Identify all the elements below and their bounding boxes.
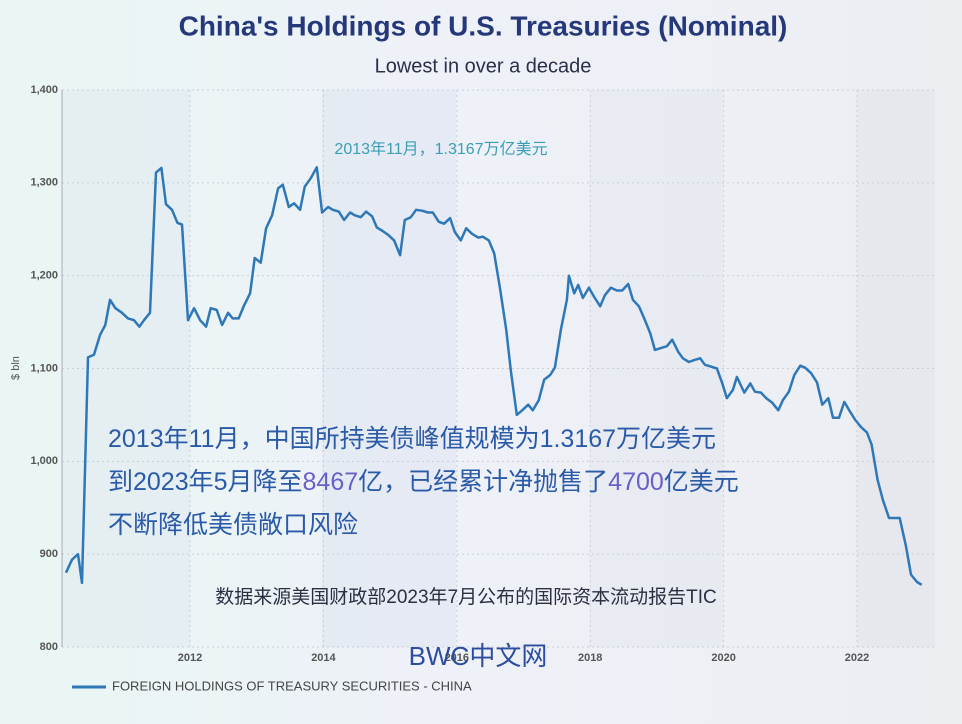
y-tick-label: 800	[40, 641, 58, 653]
y-tick-label: 1,400	[30, 84, 58, 96]
watermark: BWC中文网	[409, 641, 548, 671]
annotation-part: 2013年11月，中国所持美债峰值规模为1.3167万亿美元	[108, 425, 716, 453]
x-tick-label: 2020	[711, 652, 735, 664]
legend: FOREIGN HOLDINGS OF TREASURY SECURITIES …	[72, 678, 472, 693]
x-tick-label: 2012	[178, 652, 202, 664]
chart-title: China's Holdings of U.S. Treasuries (Nom…	[179, 10, 788, 41]
chart-subtitle: Lowest in over a decade	[375, 55, 592, 77]
annotation-line: 到2023年5月降至8467亿，已经累计净抛售了4700亿美元	[108, 468, 739, 496]
x-tick-label: 2014	[311, 652, 336, 664]
band	[62, 90, 190, 647]
peak-annotation: 2013年11月，1.3167万亿美元	[334, 140, 547, 158]
y-tick-label: 1,000	[30, 455, 58, 467]
x-tick-label: 2022	[845, 652, 869, 664]
y-tick-label: 1,100	[30, 362, 58, 374]
annotations: 2013年11月，中国所持美债峰值规模为1.3167万亿美元到2023年5月降至…	[108, 425, 739, 539]
annotation-part: 到2023年5月降至	[108, 468, 303, 496]
annotation-part: 8467	[303, 468, 359, 496]
x-tick-label: 2016	[445, 652, 469, 664]
annotation-part: 亿美元	[664, 468, 739, 496]
x-tick-label: 2018	[578, 652, 602, 664]
source-note: 数据来源美国财政部2023年7月公布的国际资本流动报告TIC	[215, 586, 716, 608]
annotation-line: 不断降低美债敞口风险	[108, 511, 358, 539]
y-tick-label: 900	[40, 548, 58, 560]
annotation-part: 亿，已经累计净抛售了	[358, 468, 608, 496]
annotation-part: 不断降低美债敞口风险	[108, 511, 358, 539]
legend-label: FOREIGN HOLDINGS OF TREASURY SECURITIES …	[112, 678, 472, 693]
plot: 800 900 1,000 1,100 1,200 1,300 1,400 2012 2014 2…	[30, 84, 935, 664]
y-axis-label: $ bln	[10, 356, 22, 380]
data-line	[64, 166, 923, 586]
y-tick-label: 1,200	[30, 270, 58, 282]
annotation-line: 2013年11月，中国所持美债峰值规模为1.3167万亿美元	[108, 425, 716, 453]
y-tick-label: 1,300	[30, 177, 58, 189]
annotation-part: 4700	[608, 468, 664, 496]
